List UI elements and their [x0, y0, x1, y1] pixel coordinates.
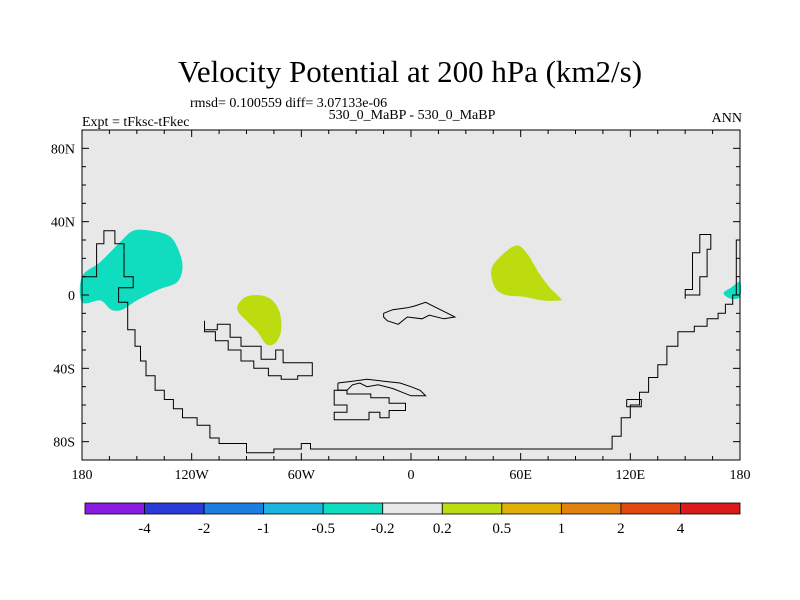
colorbar-label: -1 — [257, 521, 270, 537]
colorbar-swatch — [263, 502, 324, 515]
coastline-5 — [337, 378, 427, 397]
coastline-3 — [383, 301, 457, 325]
colorbar-label: -4 — [138, 521, 151, 537]
anomaly-south-america-green — [237, 295, 282, 346]
coastline-1 — [82, 230, 740, 454]
colorbar-swatch — [620, 502, 681, 515]
colorbar-label: 2 — [617, 521, 625, 537]
season-label: ANN — [712, 111, 742, 126]
x-tick-label: 120E — [616, 468, 646, 483]
anomaly-layer — [79, 229, 742, 346]
experiment-label: Expt = tFksc-tFkec — [82, 115, 189, 130]
x-tick-label: 60E — [509, 468, 532, 483]
x-tick-label: 0 — [408, 468, 415, 483]
colorbar-swatch — [680, 502, 741, 515]
colorbar-swatch — [501, 502, 562, 515]
stats-label: rmsd= 0.100559 diff= 3.07133e-06 — [190, 96, 387, 111]
case-label: 530_0_MaBP - 530_0_MaBP — [329, 108, 496, 123]
y-tick-label: 0 — [68, 289, 75, 304]
x-tick-label: 180 — [730, 468, 751, 483]
x-tick-label: 180 — [72, 468, 93, 483]
coastline-6 — [684, 234, 712, 299]
colorbar-label: 4 — [677, 521, 685, 537]
colorbar-swatch — [382, 502, 443, 515]
anomaly-indian-ocean-green — [491, 245, 562, 301]
x-tick-label: 120W — [175, 468, 210, 483]
colorbar-swatch — [203, 502, 265, 515]
colorbar-swatch — [560, 502, 622, 515]
y-tick-label: 80S — [53, 436, 75, 451]
coastline-2 — [204, 320, 313, 380]
x-tick-label: 60W — [288, 468, 316, 483]
coastline-7 — [626, 399, 642, 408]
y-tick-label: 40S — [53, 362, 75, 377]
coastline-layer — [82, 230, 740, 454]
y-tick-label: 80N — [51, 142, 75, 157]
colorbar-swatch — [84, 502, 145, 515]
colorbar-label: -0.2 — [371, 521, 395, 537]
axis-ticks: 180 120W 60W 0 60E 120E 180 80N 40N 0 40S 80S — [51, 129, 751, 483]
colorbar-swatch — [144, 502, 205, 515]
colorbar-swatch — [441, 502, 503, 515]
colorbar-label: -0.5 — [311, 521, 335, 537]
colorbar: -4 -2 -1 -0.5 -0.2 0.2 0.5 1 2 4 — [84, 502, 741, 537]
colorbar-label: 0.2 — [433, 521, 452, 537]
y-tick-label: 40N — [51, 216, 75, 231]
coastline-4 — [333, 389, 406, 421]
anomaly-west-pacific-teal — [79, 229, 183, 311]
colorbar-swatch — [322, 502, 384, 515]
colorbar-label: -2 — [198, 521, 211, 537]
colorbar-label: 0.5 — [492, 521, 511, 537]
map-background — [82, 130, 740, 460]
colorbar-label: 1 — [558, 521, 566, 537]
chart-title: Velocity Potential at 200 hPa (km2/s) — [178, 54, 642, 89]
